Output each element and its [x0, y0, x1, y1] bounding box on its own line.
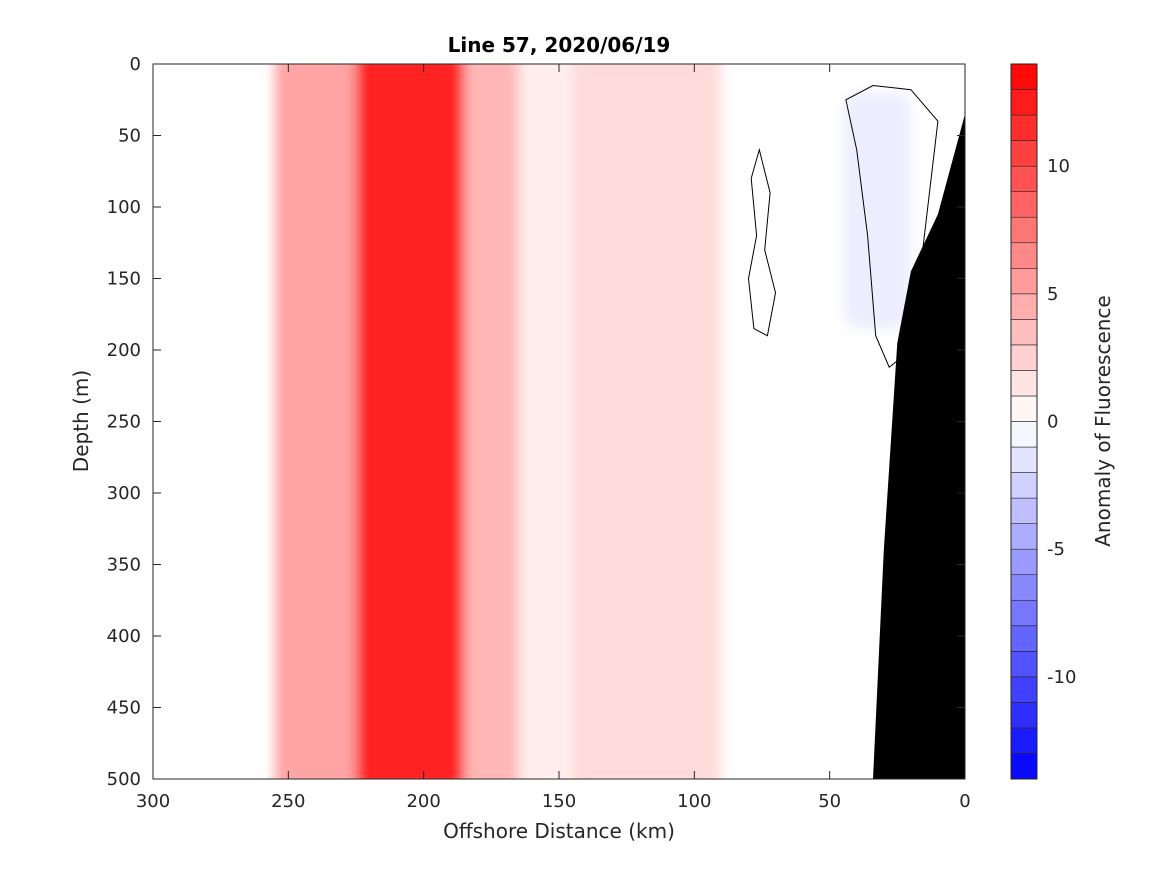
colorbar-segment — [1010, 191, 1038, 218]
y-tick-label: 250 — [107, 412, 141, 433]
colorbar-segment — [1010, 421, 1038, 448]
colorbar-segment — [1010, 165, 1038, 192]
x-tick-label: 0 — [959, 791, 970, 812]
colorbar-segment — [1010, 599, 1038, 627]
field-band-4 — [572, 64, 722, 779]
colorbar-segment — [1010, 446, 1038, 473]
y-tick-label: 350 — [107, 555, 141, 576]
colorbar-segment — [1010, 267, 1038, 295]
colorbar-segment — [1010, 89, 1038, 116]
colorbar-segment — [1010, 702, 1038, 729]
colorbar-segment — [1010, 216, 1038, 244]
y-tick-label: 150 — [107, 269, 141, 290]
colorbar-segment — [1010, 319, 1038, 346]
colorbar-segment — [1010, 344, 1038, 371]
colorbar-segment — [1010, 395, 1038, 422]
field-bands — [274, 64, 911, 779]
colorbar-segment — [1010, 574, 1038, 601]
colorbar-segment — [1010, 548, 1038, 576]
colorbar-tick-label: 10 — [1047, 156, 1070, 177]
y-axis: 0 50 100 150 200 250 300 350 400 450 500 — [107, 54, 965, 790]
field-band-0 — [274, 64, 356, 779]
colorbar-segment — [1010, 114, 1038, 141]
colorbar: 10 5 0 -5 -10 — [1010, 63, 1076, 780]
y-tick-label: 300 — [107, 483, 141, 504]
y-tick-label: 450 — [107, 698, 141, 719]
colorbar-segment — [1010, 63, 1038, 90]
colorbar-segment — [1010, 625, 1038, 652]
colorbar-segment — [1010, 523, 1038, 550]
field-band-6 — [843, 92, 911, 329]
colorbar-tick-label: -10 — [1047, 667, 1076, 688]
field-band-5 — [721, 64, 830, 779]
field-band-2 — [464, 64, 519, 779]
x-axis: 300 250 200 150 100 50 0 — [136, 64, 971, 812]
colorbar-segment — [1010, 472, 1038, 499]
x-axis-label: Offshore Distance (km) — [443, 819, 675, 843]
x-tick-label: 150 — [542, 791, 576, 812]
colorbar-segment — [1010, 293, 1038, 320]
zero-contour-0 — [747, 147, 777, 337]
x-tick-label: 100 — [677, 791, 711, 812]
colorbar-label: Anomaly of Fluorescence — [1091, 295, 1115, 546]
y-tick-label: 100 — [107, 197, 141, 218]
y-tick-label: 500 — [107, 769, 141, 790]
y-axis-label: Depth (m) — [69, 370, 93, 472]
colorbar-segment — [1010, 753, 1038, 780]
colorbar-segment — [1010, 497, 1038, 524]
x-tick-label: 200 — [406, 791, 440, 812]
colorbar-segment — [1010, 676, 1038, 703]
field-band-3 — [518, 64, 573, 779]
colorbar-tick-label: 0 — [1047, 412, 1058, 433]
y-tick-label: 200 — [107, 340, 141, 361]
x-tick-label: 250 — [271, 791, 305, 812]
colorbar-segment — [1010, 140, 1038, 167]
x-tick-label: 50 — [818, 791, 841, 812]
y-tick-label: 50 — [118, 126, 141, 147]
y-tick-label: 0 — [130, 54, 141, 75]
colorbar-segment — [1010, 242, 1038, 269]
y-tick-label: 400 — [107, 626, 141, 647]
colorbar-segment — [1010, 727, 1038, 754]
chart-title: Line 57, 2020/06/19 — [448, 33, 671, 57]
bathymetry — [873, 114, 965, 779]
plot-area — [153, 64, 965, 779]
colorbar-tick-label: 5 — [1047, 284, 1058, 305]
colorbar-frame — [1010, 63, 1038, 780]
anomaly-field — [274, 64, 911, 779]
colorbar-segment — [1010, 651, 1038, 678]
field-band-1 — [356, 64, 465, 779]
colorbar-segment — [1010, 370, 1038, 397]
colorbar-tick-label: -5 — [1047, 539, 1065, 560]
x-tick-label: 300 — [136, 791, 170, 812]
